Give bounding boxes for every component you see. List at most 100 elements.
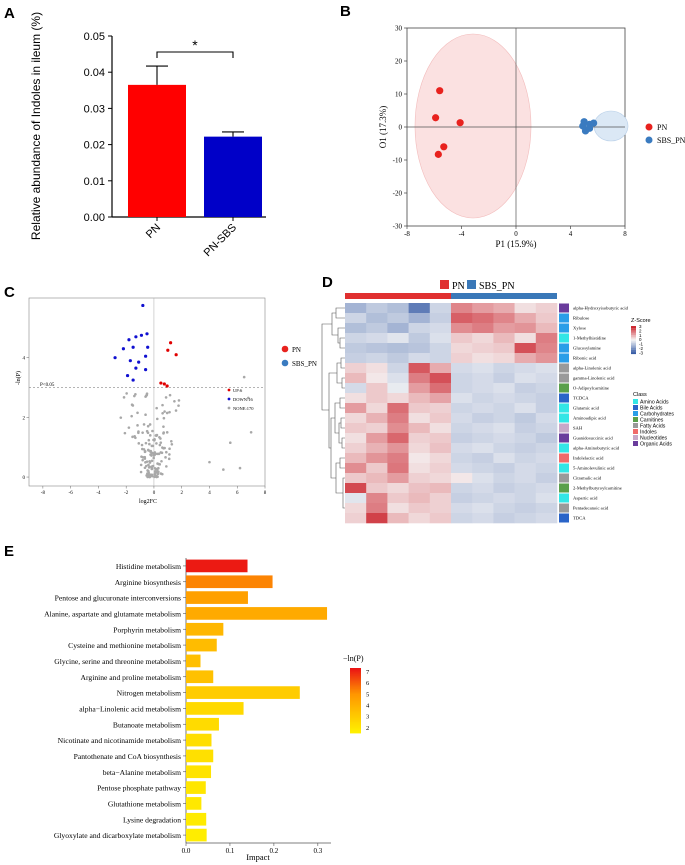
panel-d-heat-cell [366,473,388,484]
panel-c-none-point [153,451,157,454]
panel-d-heat-cell [472,473,494,484]
panel-d-heat-cell [472,463,494,474]
panel-d-heat-cell [514,433,537,444]
panel-d-heat-cell [472,453,494,464]
panel-e-colorbar-step [350,730,361,733]
panel-d-heat-cell [429,333,452,344]
panel-d-class-cell [559,493,569,503]
panel-d-heat-cell [514,423,537,434]
panel-d-zscore-tick-label: -1 [639,342,643,347]
panel-a-y-tick-label: 0.02 [84,140,105,152]
panel-d-row-label: gamma-Linolenic acid [573,376,615,381]
panel-d-heat-cell [535,413,558,424]
panel-d-heat-cell [345,393,367,404]
panel-d-heat-cell [514,313,537,324]
panel-e-category-label: Nitrogen metabolism [117,689,181,698]
panel-e-x-tick-label: 0.1 [226,847,235,855]
panel-d-heat-cell [535,393,558,404]
panel-d-zscore-tick-label: 3 [639,324,642,329]
panel-d-heat-cell [514,443,537,454]
panel-c-legend-sbs-label: SBS_PN [292,360,317,368]
panel-d-heat-cell [451,463,473,474]
panel-c-none-point [156,462,159,465]
panel-d-heat-cell [345,423,367,434]
panel-d-class-cell [559,363,569,373]
panel-d-class-label: Nucleotides [640,436,668,442]
panel-e-bar [186,638,217,652]
panel-d-class-cell [559,383,569,393]
panel-d-heat-cell [451,353,473,364]
panel-c-up-point [166,348,170,352]
panel-d-heat-cell [366,453,388,464]
panel-d-heat-cell [429,423,452,434]
panel-d-zscore-gradient-step [631,326,636,327]
panel-e-category-label: Porphyrin metabolism [113,625,181,634]
panel-e-bar [186,765,212,779]
panel-d-heat-cell [493,503,515,514]
panel-e-category-label: Lysine degradation [123,815,181,824]
panel-e-colorbar-step [350,684,361,687]
panel-c-legend-sbs-marker [281,359,289,367]
panel-d-heat-cell [472,383,494,394]
panel-d-zscore-gradient-step [631,337,636,339]
panel-d-heat-cell [366,403,388,414]
panel-d-heat-cell [514,333,537,344]
panel-c-legend-none-label: NONE:170 [233,406,254,411]
panel-c-none-point [160,451,164,455]
panel-c-none-point [158,463,162,466]
panel-c-none-point [165,465,168,468]
panel-d-heat-cell [387,453,409,464]
panel-d-heat-cell [472,373,494,384]
panel-d-heat-cell [408,483,431,494]
panel-d-class-cell [559,393,569,403]
panel-d-heat-cell [451,483,473,494]
panel-d-heat-cell [451,493,473,504]
panel-c-legend-down-marker [227,397,231,401]
panel-a-y-tick-label: 0.03 [84,103,105,115]
panel-d-heat-cell [387,373,409,384]
panel-d-heat-cell [408,313,431,324]
panel-e-bar [186,591,248,604]
panel-c-down-point [128,359,132,363]
panel-c-none-point [147,466,151,469]
panel-d-heat-cell [408,353,431,364]
panel-c-none-point [125,392,128,395]
panel-e-colorbar: 7 6 5 4 3 2 [350,668,370,734]
panel-c-threshold-label: P<0.05 [40,383,55,388]
panel-d-heat-cell [493,413,515,424]
panel-d-zscore-gradient-step [631,327,636,329]
panel-d-zscore-gradient-step [631,342,636,343]
panel-e-colorbar-step [350,721,361,723]
panel-d-heat-cell [429,493,452,504]
panel-d-heat-cell [387,463,409,474]
panel-d-heat-cell [535,363,558,374]
panel-label-d: D [322,274,333,291]
panel-c-none-point [152,456,156,460]
panel-d-heat-cell [345,313,367,324]
panel-c-none-point [143,455,147,459]
panel-d-class-swatch [633,405,638,410]
panel-c-down-point [145,332,149,336]
panel-e-colorbar-tick-label: 5 [366,691,369,698]
panel-d-heat-cell [429,503,452,514]
panel-d-heat-cell [387,403,409,414]
panel-b-y-tick-label: 20 [395,58,403,66]
panel-d-row-label: alpha-Hydroxyisobutyric acid [573,306,629,311]
panel-e-x-tick-label: 0.2 [270,847,279,855]
panel-d-heat-cell [514,323,537,334]
panel-d-heat-cell [366,433,388,444]
panel-d-heat-cell [366,493,388,504]
panel-d-row-label: 5-Aminolevulinic acid [573,466,615,471]
panel-c-none-point [157,452,161,456]
panel-d-heat-cell [535,303,558,314]
panel-c-none-point [162,432,165,435]
panel-d-zscore-tick-label: 1 [639,333,642,338]
panel-e-pathway-impact: Histidine metabolism Arginine biosynthesi… [44,558,370,862]
panel-d-heat-cell [472,303,494,314]
panel-c-none-point [228,441,232,445]
panel-d-heat-cell [345,413,367,424]
panel-d-heat-cell [493,383,515,394]
panel-c-none-point [137,442,141,445]
panel-c-y-tick-label: 2 [23,416,26,421]
